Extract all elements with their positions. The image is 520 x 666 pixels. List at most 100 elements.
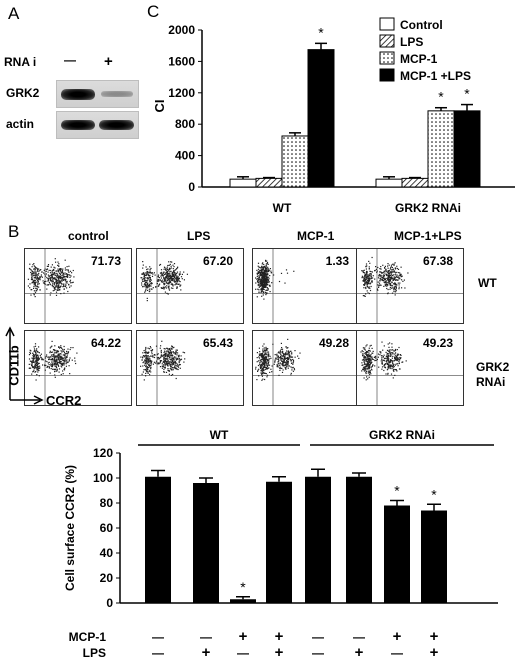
flow-event: [47, 274, 49, 276]
flow-event: [175, 359, 177, 361]
flow-event: [74, 360, 76, 362]
flow-event: [267, 288, 269, 290]
flow-event: [393, 288, 395, 290]
flow-event: [166, 273, 168, 275]
flow-event: [258, 357, 261, 359]
flow-event: [33, 350, 35, 352]
flow-plot-svg: [357, 249, 463, 323]
flow-event: [362, 364, 364, 366]
flow-event: [34, 269, 36, 271]
flow-event: [290, 350, 292, 352]
flow-event: [381, 279, 383, 281]
flow-event: [263, 359, 265, 361]
flow-event: [60, 346, 62, 349]
flow-event: [260, 273, 263, 275]
flow-event: [178, 360, 180, 362]
flow-event: [383, 281, 385, 283]
flow-event: [180, 358, 183, 360]
flow-event: [366, 274, 368, 276]
flow-event: [261, 283, 263, 285]
flow-event: [376, 288, 378, 290]
flow-event: [175, 278, 177, 280]
flow-event: [143, 273, 145, 275]
flow-event: [261, 358, 263, 360]
flow-event: [151, 349, 154, 351]
flow-event: [36, 369, 38, 371]
flow-event: [369, 349, 371, 352]
flow-event: [180, 276, 183, 278]
flow-event: [54, 278, 56, 280]
flow-event: [271, 282, 273, 284]
bar: [281, 135, 309, 188]
flow-event: [370, 360, 372, 362]
flow-event: [386, 360, 388, 362]
flow-event: [394, 374, 396, 376]
flow-event: [273, 274, 275, 276]
flow-event: [387, 277, 389, 279]
flow-event: [403, 279, 405, 281]
flow-event: [383, 365, 385, 367]
flow-event: [392, 352, 394, 354]
flow-event: [37, 365, 39, 367]
flow-event: [264, 366, 266, 368]
flow-event: [393, 287, 395, 289]
flow-event: [145, 352, 147, 354]
flow-event: [142, 355, 145, 357]
flow-event: [165, 276, 168, 278]
flow-event: [164, 348, 166, 350]
flow-event: [32, 353, 35, 356]
flow-event: [389, 364, 391, 366]
flow-event: [261, 288, 263, 290]
flow-event: [289, 359, 292, 361]
flow-event: [364, 363, 366, 366]
flow-event: [165, 355, 167, 357]
flow-event: [380, 266, 382, 268]
flow-event: [37, 366, 39, 368]
flow-event: [163, 354, 165, 356]
flow-event: [264, 378, 266, 381]
flow-event: [174, 361, 176, 363]
flow-event: [33, 286, 35, 288]
flow-event: [392, 365, 395, 367]
flow-event: [268, 360, 270, 362]
flow-event: [387, 284, 389, 286]
flow-event: [264, 362, 266, 364]
flow-event: [168, 285, 170, 287]
flow-event: [390, 354, 392, 356]
flow-event: [55, 370, 57, 372]
flow-event: [288, 365, 290, 367]
y-tick-label: 400: [175, 149, 195, 163]
flow-event: [383, 358, 386, 360]
flow-event: [53, 289, 56, 291]
flow-event: [148, 274, 150, 277]
flow-event: [265, 348, 267, 350]
flow-event: [362, 271, 365, 274]
flow-event: [266, 273, 268, 275]
flow-event: [278, 352, 281, 354]
flow-event: [62, 279, 64, 281]
flow-event: [257, 288, 259, 290]
flow-event: [49, 283, 51, 285]
flow-event: [149, 366, 151, 368]
flow-event: [55, 279, 57, 281]
flow-event: [364, 353, 366, 355]
flow-event: [54, 282, 56, 284]
flow-event: [183, 361, 185, 363]
flow-event: [58, 365, 60, 367]
flow-event: [367, 370, 369, 372]
flow-event: [258, 266, 260, 268]
flow-event: [149, 359, 151, 361]
flow-event: [167, 277, 169, 279]
flow-event: [148, 272, 150, 274]
flow-event: [375, 357, 377, 359]
flow-event: [50, 368, 52, 370]
flow-event: [390, 273, 392, 275]
flow-event: [393, 278, 395, 280]
flow-event: [151, 272, 153, 274]
flow-event: [389, 352, 391, 354]
flow-event: [267, 273, 269, 275]
flow-event: [179, 281, 181, 283]
flow-event: [265, 275, 267, 277]
flow-event: [163, 357, 165, 359]
flow-event: [164, 287, 166, 289]
